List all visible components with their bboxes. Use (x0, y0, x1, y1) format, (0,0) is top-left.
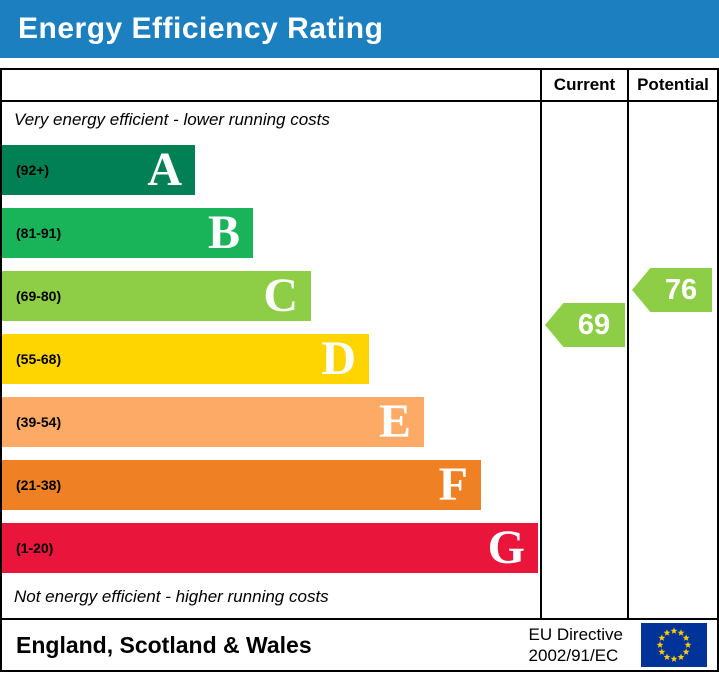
band-bar-e: (39-54) E (2, 394, 424, 448)
current-column-header: Current (542, 70, 627, 102)
footer-bar: England, Scotland & Wales EU Directive 2… (2, 618, 717, 670)
potential-column: Potential 76 (627, 70, 717, 618)
band-row-g: (1-20) G (2, 516, 540, 579)
eu-directive-line2: 2002/91/EC (528, 646, 619, 665)
band-bar-b: (81-91) B (2, 205, 253, 259)
potential-column-header: Potential (629, 70, 717, 102)
band-letter: D (321, 331, 356, 385)
current-rating-arrow: 69 (545, 303, 625, 347)
band-letter: E (378, 394, 411, 448)
band-row-c: (69-80) C (2, 264, 540, 327)
current-rating-value: 69 (577, 308, 611, 341)
current-column: Current 69 (540, 70, 627, 618)
chart-columns: Very energy efficient - lower running co… (2, 70, 717, 618)
page-title: Energy Efficiency Rating (18, 12, 384, 45)
band-letter: C (263, 268, 298, 322)
bands-column: Very energy efficient - lower running co… (2, 70, 540, 618)
band-row-f: (21-38) F (2, 453, 540, 516)
eu-directive-line1: EU Directive (528, 624, 623, 644)
potential-rating-arrow: 76 (632, 268, 712, 312)
top-note: Very energy efficient - lower running co… (14, 110, 330, 129)
band-letter: A (147, 142, 182, 196)
bands-column-header (2, 70, 540, 102)
band-range-label: (69-80) (16, 287, 62, 304)
eu-directive-label: EU Directive 2002/91/EC (529, 624, 623, 667)
band-bar-c: (69-80) C (2, 268, 311, 322)
title-bar: Energy Efficiency Rating (0, 0, 719, 58)
bands-list: (92+) A (81-91) B (69-80) C (2, 138, 540, 579)
band-row-a: (92+) A (2, 138, 540, 201)
band-bar-f: (21-38) F (2, 457, 481, 511)
band-range-label: (21-38) (16, 476, 62, 493)
band-range-label: (81-91) (16, 224, 62, 241)
band-row-b: (81-91) B (2, 201, 540, 264)
band-bar-d: (55-68) D (2, 331, 369, 385)
chart-box: Very energy efficient - lower running co… (0, 68, 719, 672)
band-range-label: (92+) (16, 161, 50, 178)
region-label: England, Scotland & Wales (16, 631, 312, 658)
band-letter: G (487, 520, 525, 574)
band-letter: F (438, 457, 468, 511)
potential-rating-value: 76 (664, 273, 698, 306)
band-row-e: (39-54) E (2, 390, 540, 453)
band-range-label: (55-68) (16, 350, 62, 367)
band-row-d: (55-68) D (2, 327, 540, 390)
eu-flag-icon (641, 623, 707, 667)
band-bar-a: (92+) A (2, 142, 195, 196)
bottom-note: Not energy efficient - higher running co… (14, 587, 329, 606)
band-letter: B (207, 205, 240, 259)
band-range-label: (1-20) (16, 539, 54, 556)
band-bar-g: (1-20) G (2, 520, 538, 574)
band-range-label: (39-54) (16, 413, 62, 430)
